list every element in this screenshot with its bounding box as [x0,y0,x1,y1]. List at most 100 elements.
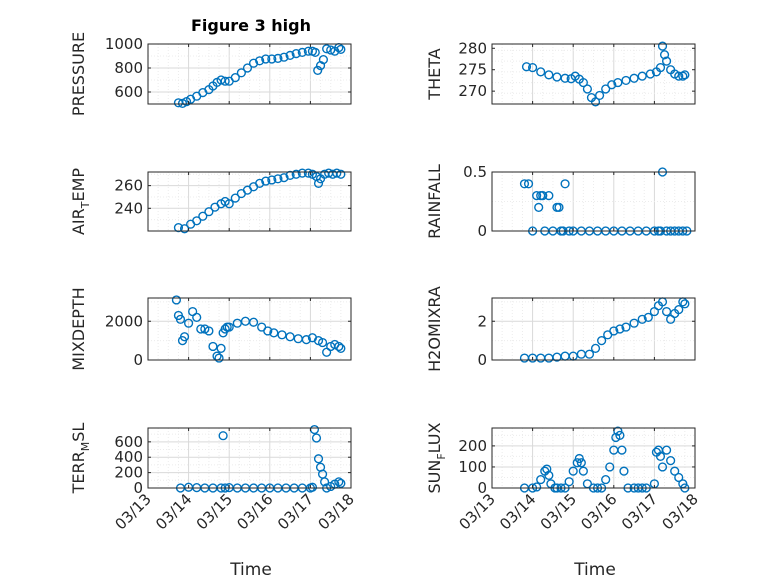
data-point [661,445,672,455]
axes-box [491,171,696,232]
y-tick-label: 0 [477,222,487,240]
data-point [310,47,320,58]
data-point [263,326,273,336]
data-point [666,456,676,466]
data-point [584,349,595,359]
data-point [320,477,330,487]
data-point [230,193,240,203]
data-point [261,176,271,186]
data-point [521,62,532,72]
y-tick-label: 800 [114,59,143,77]
data-point [629,73,639,83]
y-axis-label-subscript: F [435,453,448,459]
subplot-air: 240 260 AIRTEMP [69,168,352,235]
data-point [279,52,289,62]
data-point [208,341,218,352]
data-point [597,336,607,346]
data-point [220,76,230,86]
data-point [560,179,570,189]
y-tick-label: 0 [477,479,487,497]
data-point [255,56,265,66]
data-point [680,299,690,309]
data-point [655,62,666,73]
data-point [224,199,234,209]
data-point [204,326,214,336]
data-point [307,482,318,492]
data-point [267,175,277,185]
figure-title: Figure 3 high [191,16,311,35]
y-tick-label: 0 [133,351,143,369]
data-point [674,71,684,81]
data-point [544,70,554,80]
data-point [336,343,346,353]
data-point [615,430,625,440]
data-point [334,341,344,352]
y-tick-label: 100 [458,458,487,476]
y-axis-label-part: PRESSURE [69,32,88,116]
data-point [674,305,684,315]
y-tick-label: 1000 [105,35,143,53]
y-tick-label: 200 [458,437,487,455]
data-point [196,324,206,334]
data-point [204,207,214,217]
data-point [303,46,313,56]
y-tick-label: 0 [133,479,143,497]
data-point [230,72,240,83]
subplot-mixdepth: 0 2000 MIXDEPTH [69,287,352,371]
data-point [277,330,287,340]
data-point [645,69,655,79]
y-axis-label-part: SL [69,423,88,442]
data-point [291,169,301,179]
axes-box [147,297,352,361]
data-point [576,458,586,468]
data-point [572,458,582,468]
data-point [303,168,313,178]
data-point [617,445,627,455]
y-tick-label: 600 [114,433,143,451]
data-point [285,50,295,61]
y-tick-label: 240 [114,199,143,217]
data-point [313,178,324,188]
data-point [192,312,202,322]
axes-box [491,427,696,489]
axes-box [147,427,352,489]
data-point [601,84,611,94]
data-point [659,50,670,60]
data-point [311,433,322,443]
y-tick-label: 2 [477,312,487,330]
data-point [313,454,324,464]
data-point [224,322,234,332]
data-point [175,314,186,324]
data-point [336,169,346,179]
data-point [336,478,346,488]
data-point [661,306,672,317]
y-axis-label-subscript: M [79,442,92,452]
data-point [609,326,619,336]
y-axis-label-subscript: T [79,201,92,209]
data-point [326,45,336,55]
y-axis-label-part: TERR [69,451,88,494]
subplot-theta: 270 275 280 THETA [425,39,696,107]
data-point [171,295,182,305]
data-point [542,464,552,474]
data-point [285,332,295,342]
data-point [564,477,574,487]
data-point [332,168,342,178]
data-point [519,179,530,189]
data-point [637,71,647,81]
data-point [317,337,328,348]
data-point [619,466,629,476]
data-point [655,451,666,462]
y-tick-label: 280 [458,39,487,57]
y-tick-label: 260 [114,177,143,195]
data-point [590,343,601,353]
data-point [538,191,548,201]
data-point [544,191,554,201]
data-point [544,470,554,480]
data-point [313,65,323,76]
y-axis-label: MIXDEPTH [69,287,88,370]
data-point [536,67,546,77]
y-axis-label: THETA [425,48,444,100]
data-point [582,84,593,94]
